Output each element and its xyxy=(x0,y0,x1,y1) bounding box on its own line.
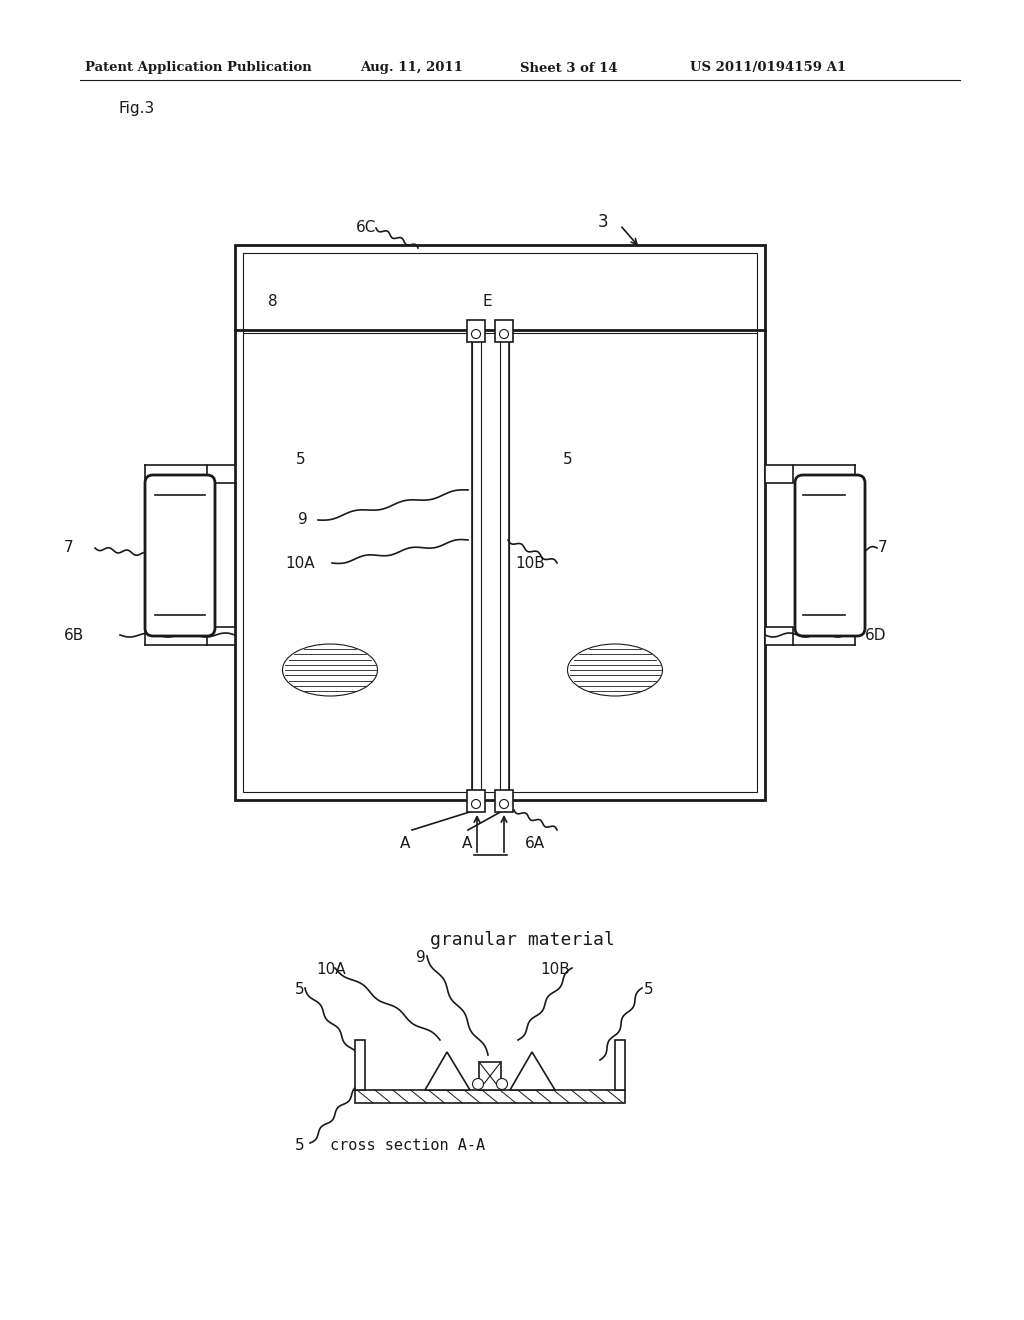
Circle shape xyxy=(497,1078,508,1089)
Circle shape xyxy=(500,330,509,338)
Text: 9: 9 xyxy=(298,512,308,528)
Text: Patent Application Publication: Patent Application Publication xyxy=(85,62,311,74)
Bar xyxy=(467,789,485,812)
Text: 10B: 10B xyxy=(515,556,545,570)
Text: A: A xyxy=(462,836,472,850)
Text: 6A: 6A xyxy=(525,836,545,850)
Circle shape xyxy=(471,330,480,338)
Text: 5: 5 xyxy=(295,982,304,998)
Bar xyxy=(207,465,234,483)
Bar xyxy=(615,1040,625,1090)
Bar xyxy=(765,465,793,483)
Bar xyxy=(243,253,757,792)
Bar xyxy=(765,627,793,645)
Bar xyxy=(479,1063,501,1090)
Circle shape xyxy=(500,800,509,808)
Text: US 2011/0194159 A1: US 2011/0194159 A1 xyxy=(690,62,846,74)
Text: 6B: 6B xyxy=(63,627,84,643)
Text: E: E xyxy=(483,294,493,309)
Text: 6C: 6C xyxy=(356,220,377,235)
Bar xyxy=(207,627,234,645)
Text: 9: 9 xyxy=(416,950,426,965)
Circle shape xyxy=(471,800,480,808)
Text: 5: 5 xyxy=(644,982,653,998)
Text: 10A: 10A xyxy=(285,556,314,570)
Text: 5: 5 xyxy=(295,1138,304,1152)
Text: 8: 8 xyxy=(268,294,278,309)
FancyBboxPatch shape xyxy=(795,475,865,636)
Bar xyxy=(495,319,513,342)
Text: Fig.3: Fig.3 xyxy=(118,100,155,116)
Text: Sheet 3 of 14: Sheet 3 of 14 xyxy=(520,62,617,74)
Text: 7: 7 xyxy=(878,540,888,556)
Text: 5: 5 xyxy=(296,453,305,467)
Text: granular material: granular material xyxy=(430,931,614,949)
Text: 10A: 10A xyxy=(316,962,346,978)
Polygon shape xyxy=(425,1052,470,1090)
Bar xyxy=(355,1040,365,1090)
FancyBboxPatch shape xyxy=(145,475,215,636)
Text: 10B: 10B xyxy=(540,962,569,978)
Bar xyxy=(467,319,485,342)
Text: Aug. 11, 2011: Aug. 11, 2011 xyxy=(360,62,463,74)
Text: 6D: 6D xyxy=(865,627,887,643)
Text: 7: 7 xyxy=(63,540,74,556)
Text: 3: 3 xyxy=(598,213,608,231)
Ellipse shape xyxy=(567,644,663,696)
Ellipse shape xyxy=(283,644,378,696)
Text: 5: 5 xyxy=(563,453,572,467)
Bar xyxy=(355,1090,625,1104)
Bar xyxy=(234,246,765,800)
Text: cross section A-A: cross section A-A xyxy=(330,1138,485,1152)
Polygon shape xyxy=(510,1052,555,1090)
Text: A: A xyxy=(400,836,411,850)
Circle shape xyxy=(472,1078,483,1089)
Bar xyxy=(495,789,513,812)
